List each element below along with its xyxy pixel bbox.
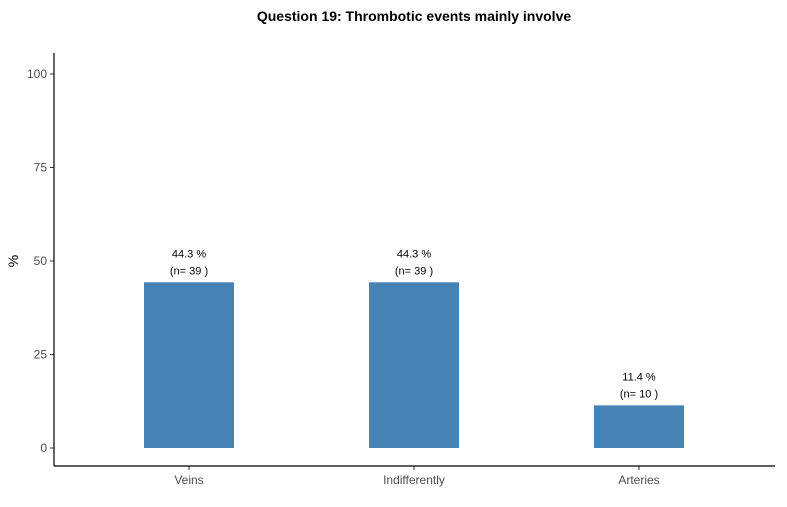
y-tick-label: 0 <box>40 441 47 455</box>
bar-indifferently <box>369 282 459 448</box>
x-tick-label: Indifferently <box>383 473 445 487</box>
x-tick-label: Veins <box>174 473 203 487</box>
data-label-count: (n= 10 ) <box>620 388 658 400</box>
x-axis: Veins Indifferently Arteries <box>54 465 775 487</box>
data-label-pct: 11.4 % <box>622 371 656 383</box>
y-axis: 0 25 50 75 100 <box>27 53 55 466</box>
data-label-pct: 44.3 % <box>172 248 206 260</box>
data-labels-group: 44.3 % (n= 39 ) 44.3 % (n= 39 ) 11.4 % (n= 10… <box>170 248 658 400</box>
x-tick-label: Arteries <box>618 473 659 487</box>
data-label-pct: 44.3 % <box>397 248 431 260</box>
chart-title: Question 19: Thrombotic events mainly in… <box>257 8 572 24</box>
y-axis-title: % <box>5 255 21 267</box>
y-tick-label: 75 <box>34 161 48 175</box>
bars-group <box>144 282 684 448</box>
data-label-count: (n= 39 ) <box>395 265 433 277</box>
y-tick-label: 25 <box>34 348 48 362</box>
y-tick-label: 100 <box>27 67 47 81</box>
y-tick-label: 50 <box>34 254 48 268</box>
bar-arteries <box>594 405 684 448</box>
bar-veins <box>144 282 234 448</box>
data-label-count: (n= 39 ) <box>170 265 208 277</box>
